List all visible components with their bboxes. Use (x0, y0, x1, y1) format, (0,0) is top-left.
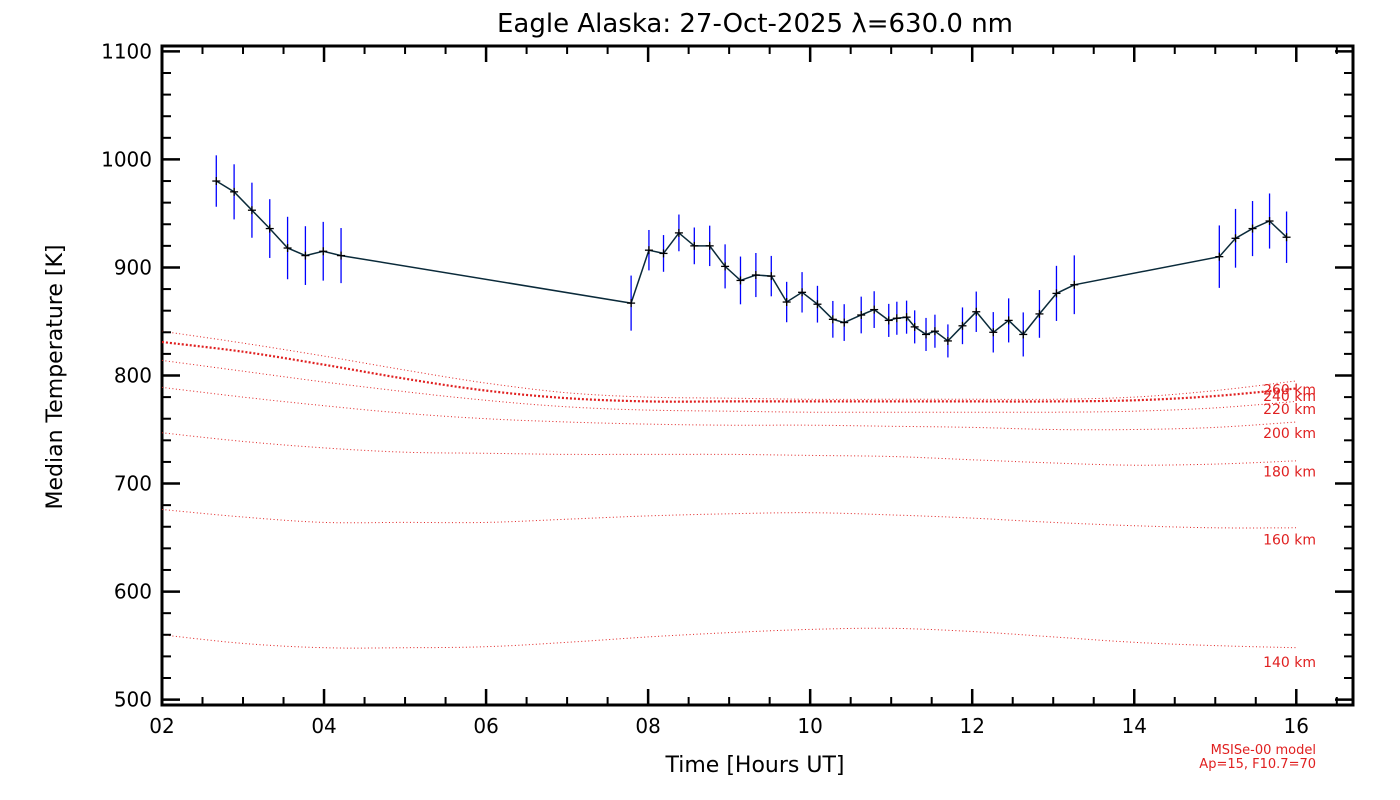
x-tick-label: 14 (1122, 714, 1147, 738)
x-tick-label: 04 (311, 714, 336, 738)
model-label-260-km: 260 km (1263, 383, 1316, 399)
y-axis-label: Median Temperature [K] (43, 245, 68, 510)
x-tick-label: 02 (149, 714, 174, 738)
model-curve-180-km (161, 432, 1297, 466)
model-label-220-km: 220 km (1263, 402, 1316, 418)
model-curve-200-km (161, 386, 1297, 431)
x-tick-label: 16 (1284, 714, 1309, 738)
x-axis-label: Time [Hours UT] (665, 753, 845, 778)
x-tick-label: 08 (635, 714, 660, 738)
model-note-line-2: Ap=15, F10.7=70 (1199, 757, 1316, 772)
model-curve-220-km (161, 359, 1297, 413)
y-tick-label: 500 (114, 688, 152, 712)
model-curve-240-km (161, 340, 1297, 403)
model-curves (161, 330, 1297, 649)
model-label-180-km: 180 km (1263, 465, 1316, 481)
model-curve-160-km (161, 509, 1297, 529)
x-tick-label: 10 (797, 714, 822, 738)
model-note-line-1: MSISe-00 model (1211, 743, 1316, 758)
y-tick-label: 1100 (101, 39, 152, 63)
plot-frame (160, 44, 1355, 707)
y-tick-label: 700 (114, 472, 152, 496)
x-tick-label: 12 (959, 714, 984, 738)
model-curve-260-km (161, 330, 1297, 400)
y-tick-label: 800 (114, 364, 152, 388)
y-tick-label: 1000 (101, 147, 152, 171)
measurement-series (212, 155, 1291, 358)
model-label-140-km: 140 km (1263, 655, 1316, 671)
model-label-160-km: 160 km (1263, 533, 1316, 549)
x-tick-label: 06 (473, 714, 498, 738)
model-label-200-km: 200 km (1263, 426, 1316, 442)
chart-title: Eagle Alaska: 27-Oct-2025 λ=630.0 nm (497, 9, 1013, 39)
y-tick-label: 900 (114, 255, 152, 279)
y-tick-label: 600 (114, 580, 152, 604)
model-curve-140-km (161, 627, 1297, 649)
plot-border (160, 44, 1355, 707)
model-label-240-km: 240 km (1263, 389, 1316, 405)
temperature-line (215, 180, 1288, 342)
axis-ticks: 02 04 06 08 10 12 14 16 500 600 700 800 900 1000 1100 (101, 39, 1353, 738)
